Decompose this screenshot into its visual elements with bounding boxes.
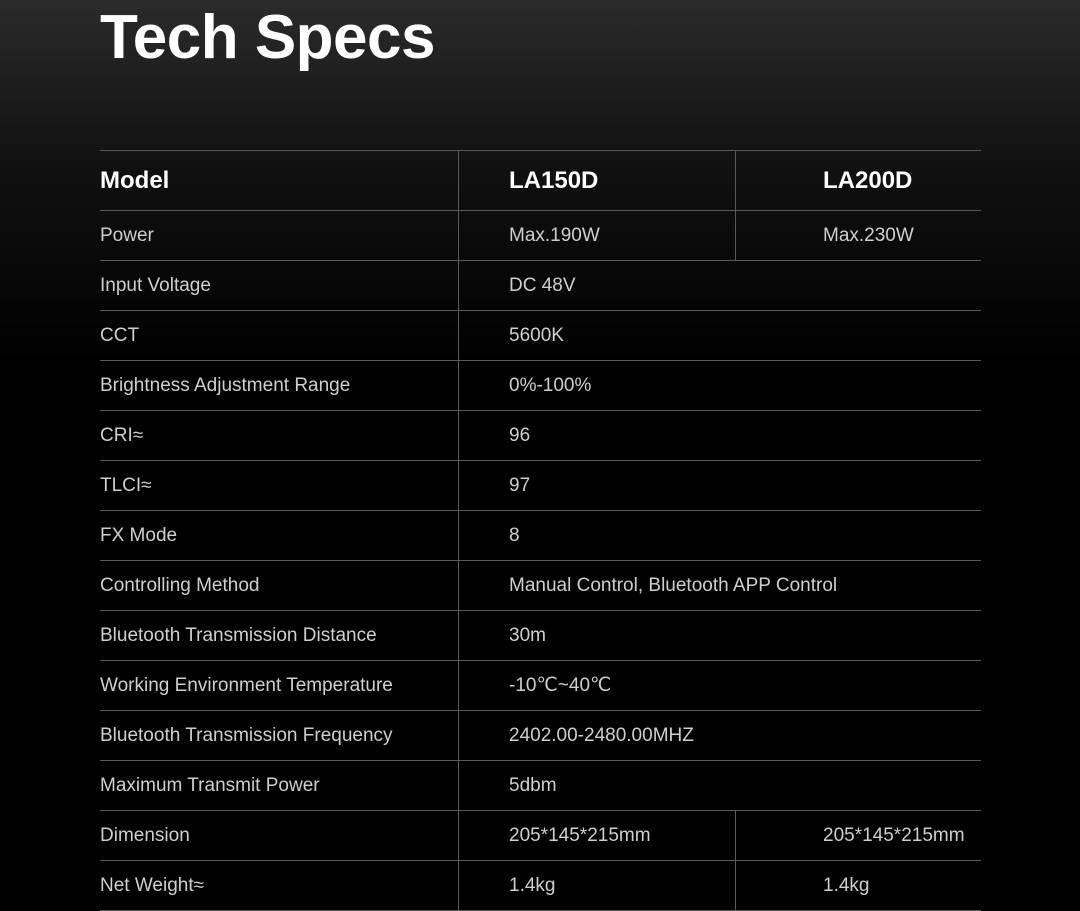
table-row: Brightness Adjustment Range 0%-100% [100,360,981,411]
table-row: Controlling Method Manual Control, Blueto… [100,560,981,611]
spec-value: Manual Control, Bluetooth APP Control [458,560,981,611]
spec-value-la200d: 205*145*215mm [735,810,981,861]
spec-value: DC 48V [458,260,981,311]
page-title: Tech Specs [100,3,436,72]
header-model-label: Model [100,150,459,211]
spec-label: Controlling Method [100,560,459,611]
spec-value: 97 [458,460,981,511]
spec-label: Power [100,210,459,261]
spec-value: 30m [458,610,981,661]
specs-table: Model LA150D LA200D Power Max.190W Max.230… [100,150,981,911]
table-row: CCT 5600K [100,310,981,361]
spec-value-la150d: 205*145*215mm [458,810,736,861]
table-row: Dimension 205*145*215mm 205*145*215mm [100,810,981,861]
spec-value-la150d: Max.190W [458,210,736,261]
spec-label: Bluetooth Transmission Distance [100,610,459,661]
spec-value: -10℃~40℃ [458,660,981,711]
spec-value: 0%-100% [458,360,981,411]
spec-value: 2402.00-2480.00MHZ [458,710,981,761]
table-header-row: Model LA150D LA200D [100,150,981,211]
spec-label: Brightness Adjustment Range [100,360,459,411]
spec-label: TLCI≈ [100,460,459,511]
table-row: FX Mode 8 [100,510,981,561]
table-row: Maximum Transmit Power 5dbm [100,760,981,811]
table-row: Bluetooth Transmission Distance 30m [100,610,981,661]
header-model-la200d: LA200D [735,150,981,211]
spec-value-la150d: 1.4kg [458,860,736,911]
spec-label: FX Mode [100,510,459,561]
table-row: Input Voltage DC 48V [100,260,981,311]
table-row: Power Max.190W Max.230W [100,210,981,261]
table-row: CRI≈ 96 [100,410,981,461]
spec-label: Bluetooth Transmission Frequency [100,710,459,761]
spec-value: 96 [458,410,981,461]
spec-value-la200d: Max.230W [735,210,981,261]
header-model-la150d: LA150D [458,150,736,211]
spec-label: CCT [100,310,459,361]
table-row: Bluetooth Transmission Frequency 2402.00-… [100,710,981,761]
table-row: Working Environment Temperature -10℃~40℃ [100,660,981,711]
spec-label: CRI≈ [100,410,459,461]
spec-value: 5600K [458,310,981,361]
spec-value: 5dbm [458,760,981,811]
table-row: Net Weight≈ 1.4kg 1.4kg [100,860,981,911]
spec-label: Dimension [100,810,459,861]
spec-value-la200d: 1.4kg [735,860,981,911]
spec-label: Maximum Transmit Power [100,760,459,811]
spec-label: Input Voltage [100,260,459,311]
spec-label: Net Weight≈ [100,860,459,911]
spec-label: Working Environment Temperature [100,660,459,711]
table-row: TLCI≈ 97 [100,460,981,511]
spec-value: 8 [458,510,981,561]
